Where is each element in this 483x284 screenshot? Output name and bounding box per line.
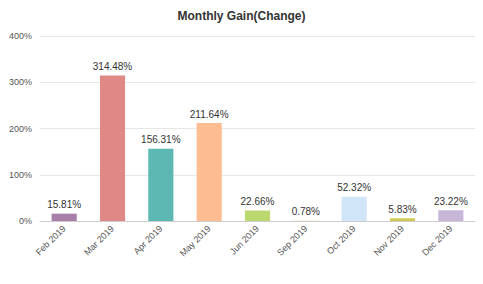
- svg-text:314.48%: 314.48%: [93, 61, 133, 72]
- svg-text:Sep 2019: Sep 2019: [275, 223, 309, 257]
- svg-text:15.81%: 15.81%: [47, 199, 81, 210]
- svg-text:Apr 2019: Apr 2019: [132, 223, 165, 256]
- svg-text:23.22%: 23.22%: [434, 196, 468, 207]
- svg-text:156.31%: 156.31%: [141, 134, 181, 145]
- svg-text:Monthly Gain(Change): Monthly Gain(Change): [178, 9, 306, 23]
- svg-text:22.66%: 22.66%: [241, 196, 275, 207]
- svg-text:Oct 2019: Oct 2019: [325, 223, 358, 256]
- svg-text:Dec 2019: Dec 2019: [420, 223, 454, 257]
- svg-text:100%: 100%: [9, 170, 32, 180]
- svg-text:5.83%: 5.83%: [388, 204, 416, 215]
- svg-text:300%: 300%: [9, 77, 32, 87]
- svg-text:Nov 2019: Nov 2019: [372, 223, 406, 257]
- svg-text:Feb 2019: Feb 2019: [34, 223, 68, 257]
- svg-text:52.32%: 52.32%: [337, 182, 371, 193]
- svg-text:May 2019: May 2019: [178, 223, 213, 258]
- svg-text:0.78%: 0.78%: [292, 206, 320, 217]
- svg-text:200%: 200%: [9, 124, 32, 134]
- svg-text:Jun 2019: Jun 2019: [228, 223, 261, 256]
- svg-text:0%: 0%: [19, 216, 32, 226]
- svg-text:211.64%: 211.64%: [190, 109, 229, 120]
- svg-text:Mar 2019: Mar 2019: [82, 223, 116, 257]
- svg-text:400%: 400%: [9, 31, 32, 41]
